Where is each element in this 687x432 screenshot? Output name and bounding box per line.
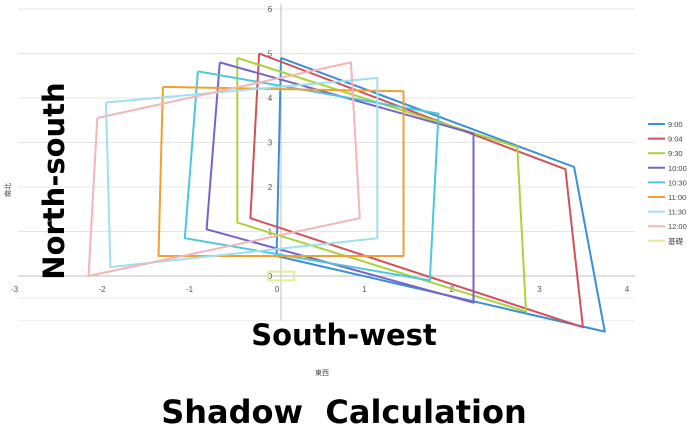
y-tick-label: 5 [268,50,273,59]
legend-label-8: 基礎 [668,236,683,246]
series-line-8 [266,270,296,282]
series-line-3 [205,61,475,304]
x-axis-big-label: South-west [251,318,437,352]
series-line-4 [183,70,440,282]
legend-label-2: 9:30 [668,149,683,158]
y-tick-label: 2 [268,183,273,192]
series-line-7 [87,61,361,277]
x-tick-label: 4 [625,285,630,294]
x-tick-label: -2 [98,285,106,294]
legend-label-3: 10:00 [668,164,687,173]
y-axis-small-label: 南北 [3,183,12,197]
series-line-2 [236,56,527,313]
legend-label-0: 9:00 [668,120,683,129]
y-tick-label: 4 [268,94,273,103]
y-tick-label: 0 [268,272,273,281]
legend-label-6: 11:30 [668,208,686,217]
legend-label-4: 10:30 [668,178,687,187]
y-axis-big-label: North-south [37,82,71,279]
legend-label-5: 11:00 [668,193,686,202]
y-tick-label: 3 [268,139,273,148]
grid-lines [18,8,635,321]
x-axis-small-label: 東西 [315,368,329,377]
series-line-6 [105,77,379,269]
series-line-5 [157,85,405,257]
x-tick-label: 1 [362,285,367,294]
legend-label-1: 9:04 [668,135,683,144]
series-line-0 [275,56,606,333]
x-tick-label: 0 [275,285,280,294]
shadow-polygons [87,52,606,333]
x-tick-label: 3 [537,285,542,294]
y-tick-label: 6 [268,5,273,14]
chart-title: Shadow Calculation [161,393,527,431]
legend-label-7: 12:00 [668,222,687,231]
x-tick-label: -1 [186,285,194,294]
legend: 9:00 9:04 9:30 10:00 10:30 11:00 11:30 12:00 基礎 [648,120,687,246]
x-tick-label: -3 [11,285,19,294]
